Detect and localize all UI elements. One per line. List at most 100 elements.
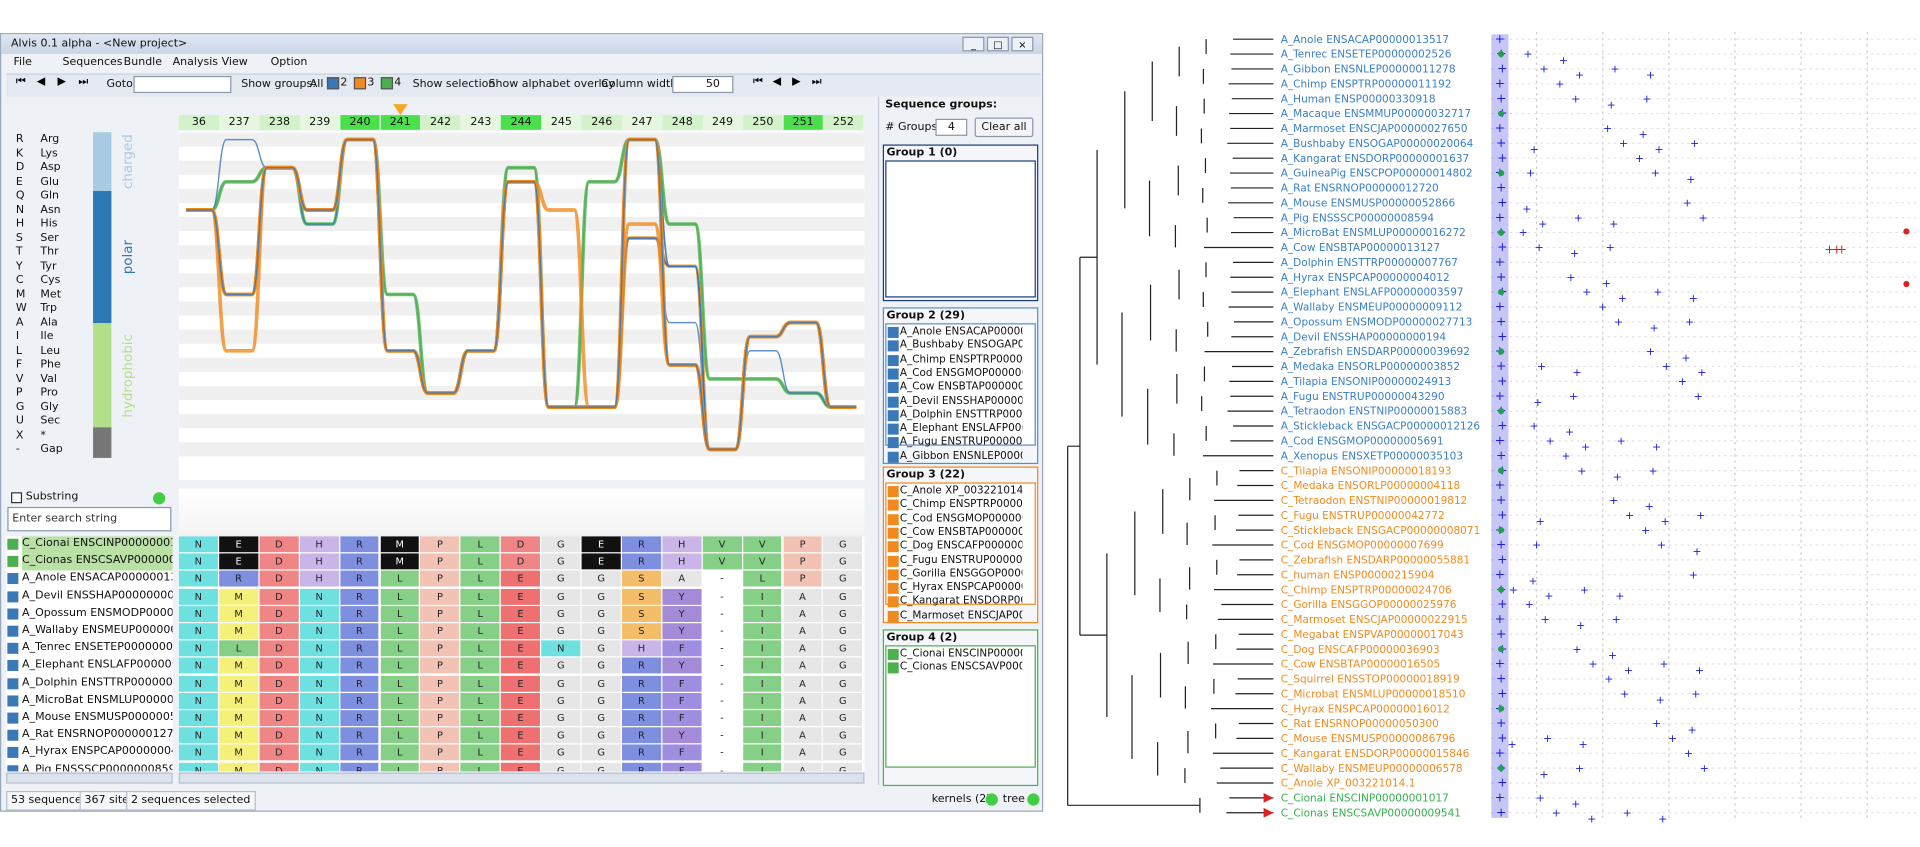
sequence-name[interactable]: A_Opossum ENSMODP00000027713 — [22, 605, 173, 623]
residue-cell: N — [299, 727, 339, 744]
group-member[interactable]: C_Dog ENSCAFP00000036903 — [899, 540, 1023, 553]
residue-cell: G — [823, 553, 863, 570]
scatter-cross: + — [1539, 768, 1548, 781]
nav-button[interactable]: ⏭ — [78, 75, 89, 89]
clear-button[interactable]: Clear all — [974, 117, 1034, 138]
window-button[interactable]: _ — [962, 36, 985, 52]
residue-cell: - — [702, 762, 742, 772]
sequence-name[interactable]: A_Pig ENSSSCP00000008594 — [22, 762, 173, 772]
menu-item[interactable]: File — [13, 56, 32, 69]
column-number[interactable]: 243 — [460, 115, 502, 130]
group-member[interactable]: C_Marmoset ENSCJAP00000022915 — [899, 609, 1023, 622]
sequence-name[interactable]: A_Mouse ENSMUSP00000052866 — [22, 710, 173, 728]
column-number[interactable]: 249 — [702, 115, 743, 130]
residue-cell: P — [420, 692, 460, 709]
sequence-name[interactable]: A_Anole ENSACAP00000013517 — [22, 571, 173, 589]
group-member[interactable]: C_Anole XP_003221014.1 — [899, 484, 1023, 498]
group-member[interactable]: C_Fugu ENSTRUP00000042772 — [899, 554, 1023, 567]
column-number[interactable]: 246 — [581, 115, 622, 130]
column-number[interactable]: 242 — [420, 115, 461, 130]
residue-cell: D — [501, 536, 541, 553]
column-number[interactable]: 241 — [380, 115, 421, 130]
residue-cell: F — [662, 762, 702, 772]
nav-button[interactable]: ⏮ — [15, 75, 26, 89]
residue-cell: G — [541, 744, 581, 761]
residue-cell: D — [259, 762, 299, 772]
column-number[interactable]: 238 — [259, 115, 300, 130]
column-number[interactable]: 251 — [783, 115, 824, 130]
nav-button[interactable]: ⏭ — [811, 75, 822, 89]
group-toggle[interactable] — [353, 77, 367, 90]
column-number[interactable]: 252 — [823, 115, 864, 130]
h-scrollbar[interactable] — [6, 772, 173, 784]
sequence-name[interactable]: A_Rat ENSRNOP00000012720 — [22, 727, 173, 745]
group-member[interactable]: A_Devil ENSSHAP00000000194 — [899, 394, 1022, 408]
sequence-name[interactable]: A_Elephant ENSLAFP00000003597 — [22, 657, 173, 676]
nav-button[interactable]: ⏮ — [753, 75, 763, 89]
show-selection[interactable]: Show selection — [412, 78, 496, 91]
group-member[interactable]: A_Anole ENSACAP00000013517 — [899, 325, 1022, 338]
column-number[interactable]: 245 — [541, 115, 582, 130]
group-member[interactable]: A_Dolphin ENSTTRP00000007767 — [899, 408, 1023, 421]
sequence-name[interactable]: A_Dolphin ENSTTRP00000007767 — [22, 675, 173, 693]
nav-button[interactable]: ▶ — [792, 75, 801, 89]
group-member[interactable]: C_Kangarat ENSDORP00000015846 — [899, 595, 1023, 608]
residue-cell: R — [339, 675, 379, 692]
column-number[interactable]: 247 — [621, 115, 663, 130]
group-toggle[interactable] — [380, 77, 394, 90]
leaf-arrow — [1263, 807, 1274, 818]
group-member[interactable]: A_Elephant ENSLAFP00000003597 — [899, 422, 1022, 435]
nav-button[interactable]: ◀ — [36, 75, 46, 89]
column-number[interactable]: 240 — [339, 115, 381, 130]
sequence-name[interactable]: A_Wallaby ENSMEUP00000009112 — [22, 623, 173, 641]
column-number[interactable]: 244 — [501, 115, 542, 130]
status-item[interactable]: tree — [1002, 793, 1025, 806]
group-member[interactable]: C_Cod ENSGMOP00000007699 — [899, 512, 1022, 525]
group-member[interactable]: C_Cionai ENSCINP00000001017 — [899, 647, 1022, 660]
group-toggle[interactable] — [326, 77, 340, 90]
group-member[interactable]: C_Cionas ENSCSAVP00000009541 — [899, 661, 1022, 674]
scatter-cross: + — [1635, 152, 1644, 165]
nav-button[interactable]: ▶ — [57, 75, 67, 89]
group-member[interactable]: C_Cow ENSBTAP00000016505 — [899, 526, 1023, 539]
search-input[interactable]: Enter search string — [7, 506, 172, 532]
column-width-input[interactable]: 50 — [672, 75, 734, 94]
goto-input[interactable] — [133, 75, 232, 94]
window-button[interactable]: □ — [986, 36, 1009, 52]
menu-item[interactable]: View — [221, 56, 248, 69]
sequence-name[interactable]: C_Cionai ENSCINP00000001017 — [22, 536, 173, 554]
sequence-name[interactable]: A_MicroBat ENSMLUP00000016272 — [22, 692, 173, 710]
menu-item[interactable]: Sequences — [62, 56, 123, 69]
column-number[interactable]: 36 — [178, 115, 220, 130]
group-member[interactable]: A_Bushbaby ENSOGAP00000020064 — [899, 339, 1022, 352]
column-number[interactable]: 250 — [742, 115, 783, 130]
sequence-name[interactable]: A_Devil ENSSHAP00000000194 — [22, 588, 173, 606]
menu-item[interactable]: Analysis — [172, 56, 219, 69]
sequence-name[interactable]: A_Tenrec ENSETEP00000002526 — [22, 640, 173, 658]
menu-item[interactable]: Option — [270, 56, 308, 69]
group-member[interactable]: C_Chimp ENSPTRP00000024706 — [899, 498, 1023, 511]
column-number[interactable]: 237 — [219, 115, 260, 130]
column-number[interactable]: 248 — [662, 115, 703, 130]
group-member[interactable]: A_Cow ENSBTAP00000013127 — [899, 381, 1023, 394]
n-groups-input[interactable]: 4 — [935, 118, 968, 136]
group-member[interactable]: A_Fugu ENSTRUP00000043290 — [899, 436, 1023, 449]
window-button[interactable]: × — [1011, 36, 1034, 52]
group-member[interactable]: A_Chimp ENSPTRP00000011192 — [899, 353, 1023, 366]
group-member[interactable]: C_Gorilla ENSGGOP00000025976 — [899, 567, 1022, 581]
residue-cell: Y — [662, 623, 702, 640]
status-item[interactable]: kernels (2) — [931, 793, 991, 806]
sequence-name[interactable]: C_Cionas ENSCSAVP00000009541 — [22, 553, 173, 571]
column-number[interactable]: 239 — [299, 115, 340, 130]
group-member[interactable]: A_Gibbon ENSNLEP00000011278 — [899, 450, 1022, 463]
nav-button[interactable]: ◀ — [772, 75, 782, 89]
menu-item[interactable]: Bundle — [123, 56, 163, 69]
h-scrollbar[interactable] — [178, 772, 865, 784]
residue-cell: P — [420, 744, 460, 761]
all-label[interactable]: All — [309, 78, 324, 91]
group-member[interactable]: C_Hyrax ENSPCAP00000016012 — [899, 581, 1022, 594]
substring-checkbox[interactable] — [11, 492, 23, 504]
group-member[interactable]: A_Cod ENSGMOP00000005691 — [899, 367, 1022, 380]
show-overlay[interactable]: Show alphabet overlay — [488, 78, 615, 91]
sequence-name[interactable]: A_Hyrax ENSPCAP00000004012 — [22, 744, 173, 763]
